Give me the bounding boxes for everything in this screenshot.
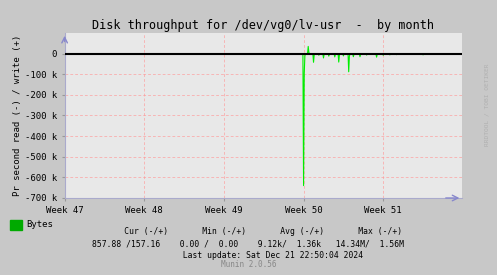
Y-axis label: Pr second read (-) / write (+): Pr second read (-) / write (+) <box>13 35 22 196</box>
Title: Disk throughput for /dev/vg0/lv-usr  -  by month: Disk throughput for /dev/vg0/lv-usr - by… <box>92 19 434 32</box>
Text: Cur (-/+)       Min (-/+)       Avg (-/+)       Max (-/+): Cur (-/+) Min (-/+) Avg (-/+) Max (-/+) <box>95 227 402 236</box>
Text: Bytes: Bytes <box>26 221 53 229</box>
Text: Munin 2.0.56: Munin 2.0.56 <box>221 260 276 269</box>
Text: RRDTOOL / TOBI OETIKER: RRDTOOL / TOBI OETIKER <box>485 63 490 146</box>
Text: 857.88 /157.16    0.00 /  0.00    9.12k/  1.36k   14.34M/  1.56M: 857.88 /157.16 0.00 / 0.00 9.12k/ 1.36k … <box>92 239 405 248</box>
Text: Last update: Sat Dec 21 22:50:04 2024: Last update: Sat Dec 21 22:50:04 2024 <box>134 251 363 260</box>
